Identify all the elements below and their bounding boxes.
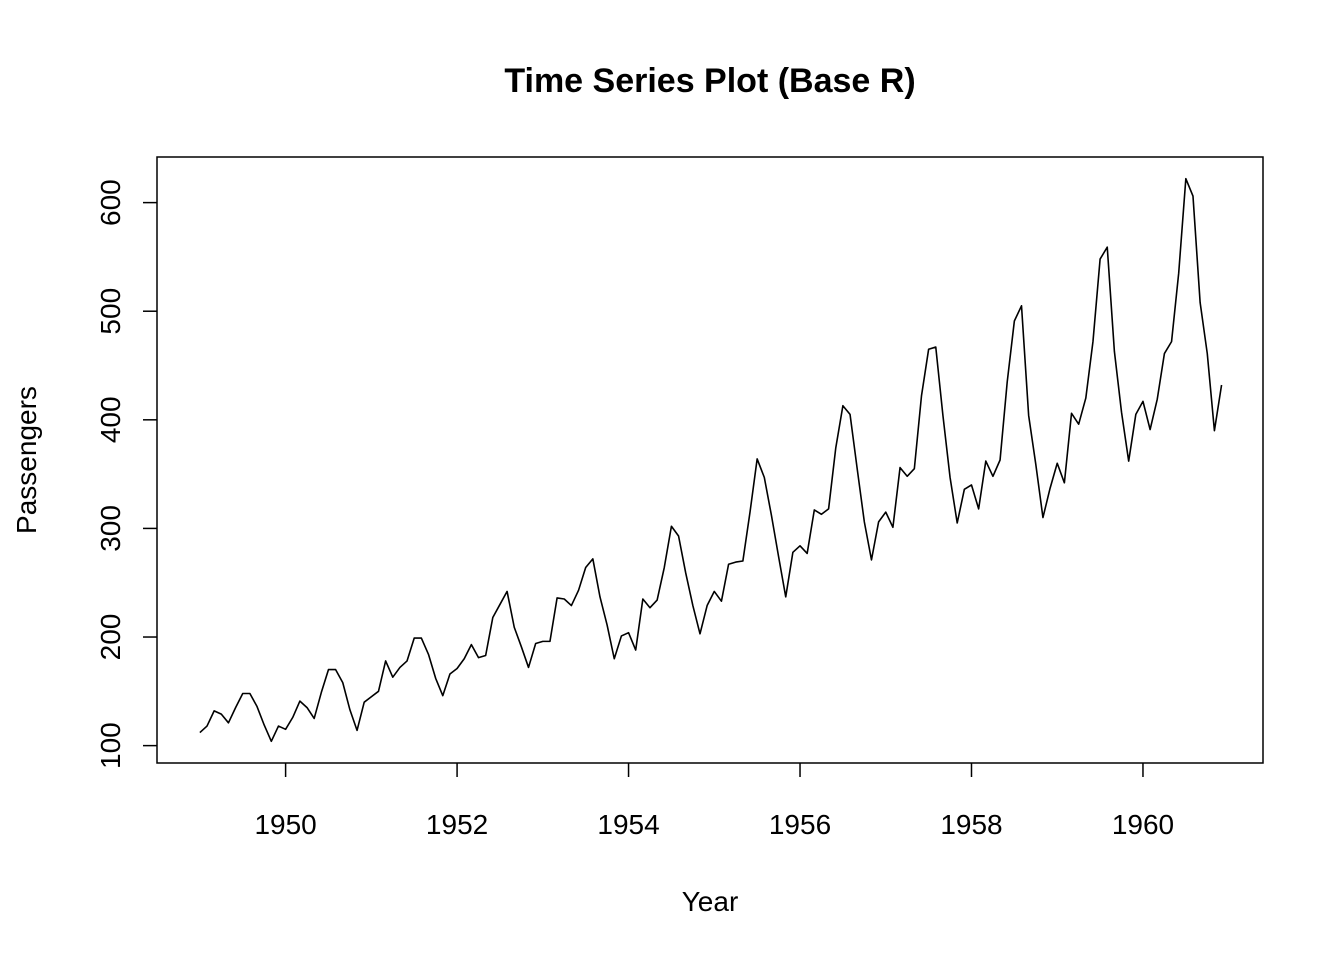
- y-tick-label: 300: [95, 505, 126, 552]
- x-axis-label: Year: [682, 886, 739, 917]
- x-tick-label: 1950: [254, 809, 316, 840]
- chart-title: Time Series Plot (Base R): [504, 62, 915, 100]
- y-tick-label: 400: [95, 396, 126, 443]
- x-axis: 1950 1952 1954 1956 1958 1960: [254, 763, 1174, 840]
- y-tick-label: 500: [95, 288, 126, 335]
- plot-frame: [156, 156, 1264, 764]
- y-tick-label: 200: [95, 614, 126, 661]
- y-tick-label: 100: [95, 722, 126, 769]
- x-tick-label: 1954: [597, 809, 659, 840]
- y-axis: 100 200 300 400 500 600: [95, 179, 157, 769]
- series-line-passengers: [199, 177, 1223, 743]
- x-tick-label: 1952: [426, 809, 488, 840]
- y-axis-label: Passengers: [11, 386, 42, 534]
- x-tick-label: 1958: [940, 809, 1002, 840]
- x-tick-label: 1956: [769, 809, 831, 840]
- y-tick-label: 600: [95, 179, 126, 226]
- x-tick-label: 1960: [1112, 809, 1174, 840]
